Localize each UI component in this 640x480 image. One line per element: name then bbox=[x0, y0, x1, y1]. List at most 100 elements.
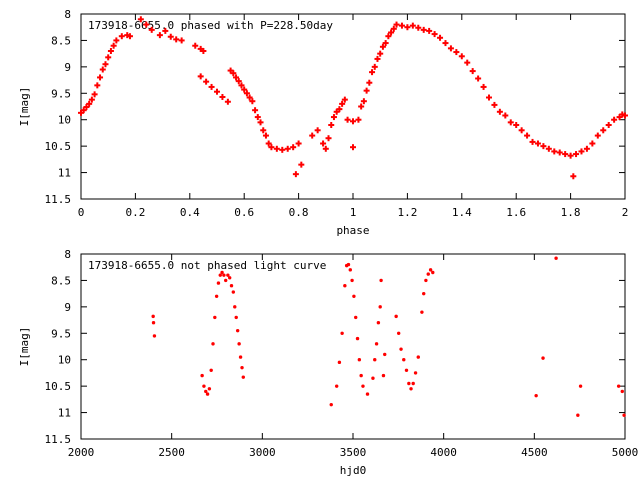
data-point bbox=[309, 132, 316, 139]
data-point bbox=[424, 278, 428, 283]
data-point bbox=[237, 342, 241, 346]
data-point bbox=[388, 29, 395, 36]
x-tick-label: 0.8 bbox=[289, 206, 309, 219]
data-point bbox=[355, 336, 360, 341]
data-point bbox=[437, 34, 444, 41]
data-point bbox=[416, 355, 420, 359]
y-axis-label: I[mag] bbox=[18, 87, 31, 127]
phased-light-curve-plot: 0 0.2 0.4 0.6 0.8 1 1.2 1.4 1.6 1.8 2 8 8.5 9 9.5 10 10.… bbox=[18, 8, 628, 237]
data-point bbox=[428, 268, 433, 272]
data-point bbox=[213, 315, 217, 320]
data-point bbox=[91, 91, 98, 98]
data-point bbox=[148, 26, 155, 33]
data-point bbox=[374, 55, 381, 62]
data-point bbox=[578, 384, 583, 388]
data-point bbox=[491, 101, 498, 108]
x-tick-label: 3000 bbox=[249, 446, 276, 459]
data-point bbox=[357, 358, 362, 362]
data-point bbox=[226, 273, 230, 277]
data-point bbox=[350, 118, 356, 125]
data-point bbox=[252, 107, 259, 114]
data-point bbox=[354, 315, 358, 320]
data-point bbox=[346, 262, 351, 267]
data-point bbox=[422, 291, 426, 296]
data-point bbox=[366, 79, 373, 86]
data-point bbox=[352, 294, 356, 298]
data-point bbox=[551, 148, 558, 155]
data-point bbox=[214, 294, 219, 298]
data-point bbox=[426, 27, 433, 34]
y-tick-label: 8.5 bbox=[51, 34, 71, 47]
data-point bbox=[231, 290, 236, 294]
data-point bbox=[227, 276, 232, 280]
data-point bbox=[262, 132, 269, 139]
data-point bbox=[322, 145, 329, 152]
data-point bbox=[480, 83, 487, 90]
x-axis-label: phase bbox=[336, 224, 369, 237]
x-tick-label: 4500 bbox=[521, 446, 548, 459]
data-point bbox=[238, 82, 245, 89]
data-point bbox=[209, 368, 213, 372]
data-point bbox=[222, 273, 226, 277]
data-point bbox=[211, 342, 215, 346]
data-point bbox=[605, 122, 612, 128]
data-point bbox=[442, 40, 449, 47]
data-point bbox=[371, 63, 378, 70]
data-point bbox=[339, 100, 346, 107]
data-point bbox=[126, 33, 133, 40]
data-point bbox=[379, 43, 386, 50]
data-point bbox=[97, 74, 104, 81]
data-point bbox=[420, 310, 424, 314]
data-point bbox=[238, 355, 243, 359]
x-tick-label: 5000 bbox=[612, 446, 639, 459]
data-point bbox=[358, 103, 365, 110]
data-point bbox=[396, 331, 401, 335]
y-axis-label: I[mag] bbox=[18, 327, 31, 367]
data-point bbox=[620, 389, 624, 394]
data-point bbox=[292, 171, 299, 178]
x-tick-label: 2 bbox=[622, 206, 629, 219]
data-point bbox=[118, 33, 125, 40]
data-point bbox=[426, 272, 430, 276]
data-point bbox=[343, 284, 347, 288]
data-point bbox=[570, 173, 577, 180]
data-point bbox=[350, 144, 356, 151]
data-point bbox=[576, 413, 580, 417]
x-tick-label: 0.4 bbox=[180, 206, 200, 219]
data-point bbox=[390, 25, 397, 32]
data-point bbox=[363, 87, 370, 94]
x-tick-label: 1.2 bbox=[397, 206, 417, 219]
data-point bbox=[407, 381, 411, 386]
data-point bbox=[496, 108, 503, 115]
data-point bbox=[107, 48, 114, 54]
data-point bbox=[573, 151, 580, 158]
y-tick-label: 9.5 bbox=[51, 327, 71, 340]
data-point bbox=[373, 358, 377, 362]
plot-frame bbox=[80, 13, 626, 200]
x-tick-label: 1.6 bbox=[506, 206, 526, 219]
x-tick-label: 0.2 bbox=[125, 206, 145, 219]
data-point bbox=[229, 284, 234, 288]
x-tick-label: 1.4 bbox=[452, 206, 472, 219]
unphased-light-curve-plot: 2000 2500 3000 3500 4000 4500 5000 8 8.5 9 9.5 10 10… bbox=[18, 248, 638, 477]
data-point bbox=[616, 384, 621, 388]
data-point bbox=[377, 50, 384, 57]
data-point bbox=[113, 37, 120, 44]
data-point bbox=[376, 321, 381, 325]
data-point bbox=[230, 70, 237, 77]
data-point bbox=[208, 83, 215, 90]
data-point bbox=[394, 314, 398, 319]
data-point bbox=[344, 116, 351, 123]
data-point bbox=[235, 78, 242, 85]
data-point bbox=[249, 98, 256, 105]
data-point bbox=[254, 114, 261, 121]
x-tick-label: 1.8 bbox=[561, 206, 581, 219]
y-tick-label: 11.5 bbox=[45, 193, 72, 206]
data-point bbox=[325, 135, 332, 142]
data-point bbox=[404, 24, 411, 31]
data-point bbox=[328, 122, 335, 128]
data-point bbox=[265, 140, 272, 147]
data-point bbox=[369, 69, 376, 76]
data-point bbox=[350, 278, 354, 283]
